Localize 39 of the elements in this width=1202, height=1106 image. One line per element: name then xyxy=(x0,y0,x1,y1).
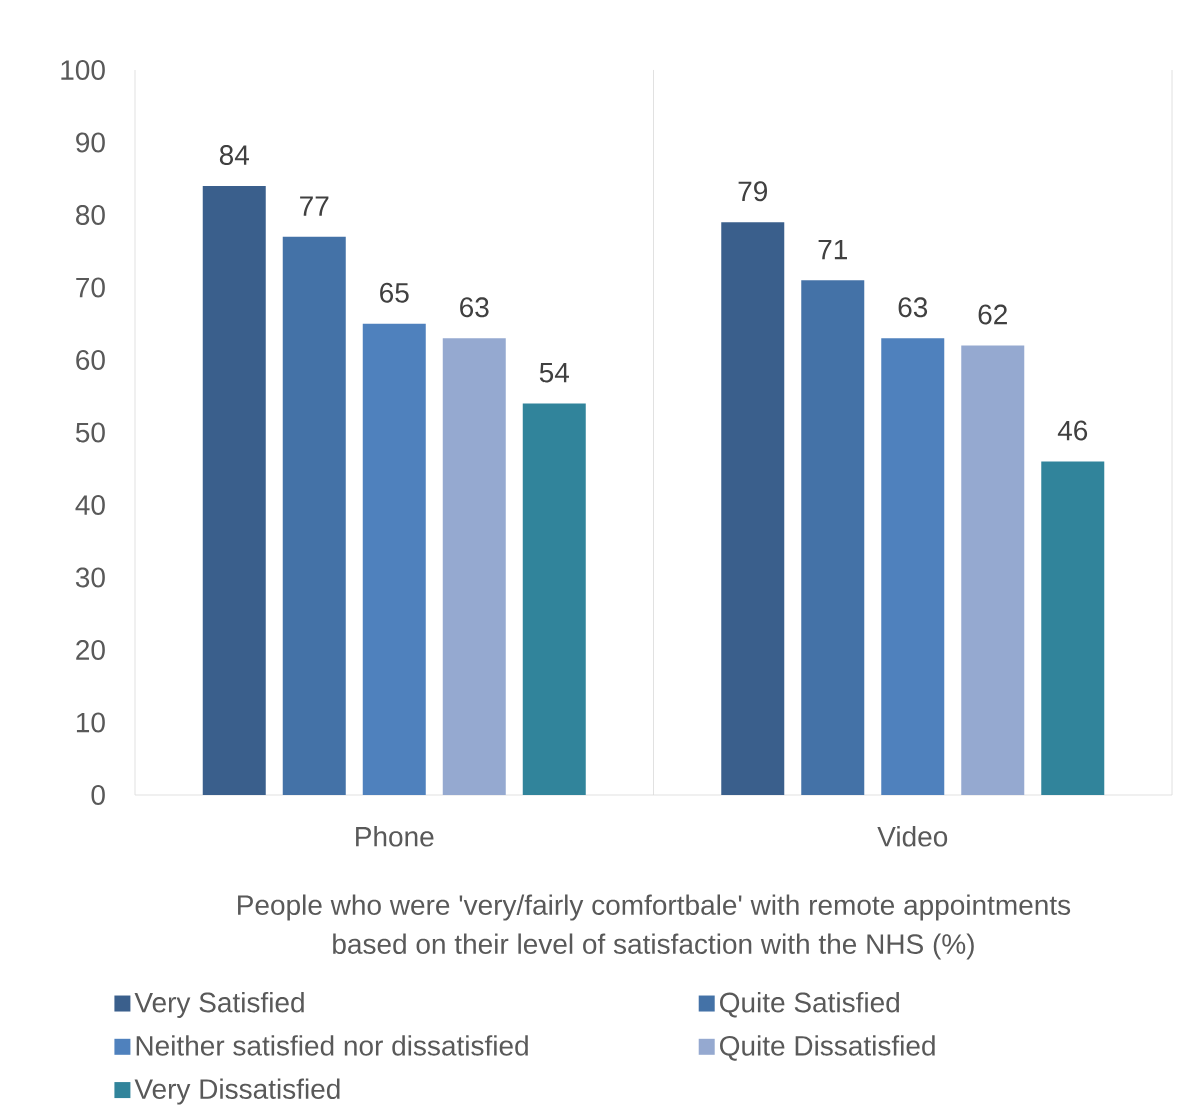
bar xyxy=(202,185,266,795)
legend-label: Very Dissatisfied xyxy=(134,1078,340,1105)
y-tick-label: 70 xyxy=(76,277,105,298)
legend-label: Quite Satisfied xyxy=(720,991,899,1018)
data-label: 46 xyxy=(1057,420,1088,441)
bar xyxy=(801,280,865,795)
legend-label: Quite Dissatisfied xyxy=(720,1035,935,1061)
bar xyxy=(1041,461,1105,795)
bar xyxy=(522,403,586,795)
data-label: 63 xyxy=(898,297,928,318)
legend-label: Very Satisfied xyxy=(134,991,304,1018)
y-tick-label: 60 xyxy=(76,350,105,370)
y-tick-label: 50 xyxy=(75,422,105,443)
y-tick-label: 100 xyxy=(61,60,105,80)
bar xyxy=(721,222,785,795)
data-label: 63 xyxy=(460,297,489,318)
legend-label: Neither satisfied nor dissatisfied xyxy=(136,1035,528,1056)
bar xyxy=(442,338,506,795)
bar xyxy=(881,338,945,795)
y-tick-label: 90 xyxy=(76,132,105,153)
y-tick-label: 0 xyxy=(91,785,105,805)
x-axis-title: People who were 'very/fairly comfortbale' with remote appointments based on their level of satisfaction with the NHS (%) xyxy=(238,894,1071,960)
bar xyxy=(282,236,346,795)
data-label: 71 xyxy=(818,239,847,260)
y-tick-label: 80 xyxy=(76,205,105,225)
data-label: 84 xyxy=(219,145,249,165)
data-label: 65 xyxy=(380,282,409,303)
x-tick-label: Phone xyxy=(356,826,434,847)
bar xyxy=(961,345,1025,795)
data-label: 77 xyxy=(300,196,329,216)
data-label: 79 xyxy=(738,181,767,202)
data-label: 54 xyxy=(539,362,569,383)
y-tick-label: 20 xyxy=(76,640,105,660)
data-label: 62 xyxy=(978,304,1007,325)
y-tick-label: 10 xyxy=(76,712,105,733)
x-tick-label: Video xyxy=(877,826,948,847)
y-tick-label: 40 xyxy=(75,495,105,515)
bar xyxy=(362,323,426,795)
y-tick-label: 30 xyxy=(75,567,105,588)
